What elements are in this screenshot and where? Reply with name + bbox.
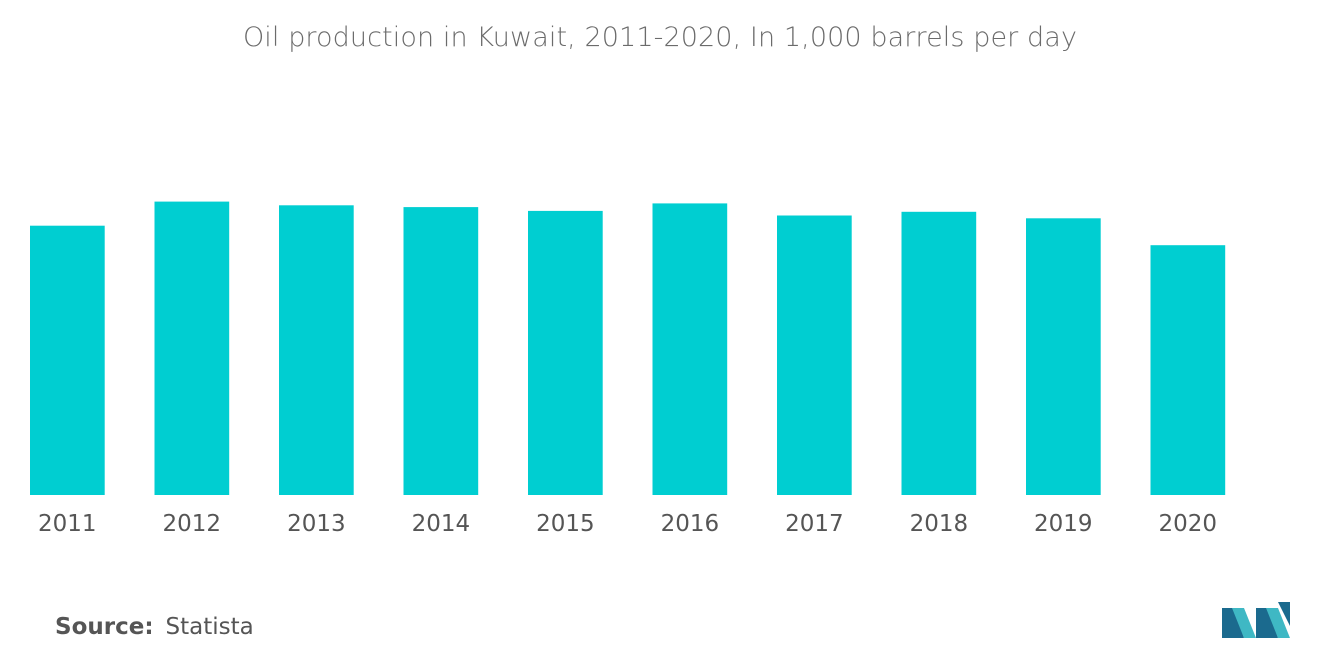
source-label: Source:	[55, 614, 154, 640]
x-axis-ticks: 2011 2012 2013 2014 2015 2016 2017 2018 2019 2020	[38, 511, 1217, 537]
chart-title: Oil production in Kuwait, 2011-2020, In …	[242, 22, 1078, 53]
x-tick-label-2019: 2019	[1034, 511, 1093, 537]
x-tick-label-2012: 2012	[163, 511, 222, 537]
bars-group	[30, 201, 1226, 496]
source-note: Source: Statista	[55, 614, 254, 640]
x-tick-label-2017: 2017	[785, 511, 844, 537]
bar-2019	[1026, 218, 1101, 496]
source-value: Statista	[165, 614, 254, 640]
bar-2020	[1150, 245, 1226, 495]
x-tick-label-2013: 2013	[287, 511, 346, 537]
x-tick-label-2016: 2016	[661, 511, 720, 537]
bar-2013	[279, 205, 354, 496]
x-tick-label-2015: 2015	[536, 511, 595, 537]
bar-2014	[403, 207, 479, 495]
bar-2012	[154, 201, 230, 495]
bar-2016	[652, 203, 728, 495]
x-tick-label-2020: 2020	[1159, 511, 1218, 537]
x-tick-label-2018: 2018	[910, 511, 969, 537]
bar-2017	[777, 215, 852, 495]
mordor-intelligence-logo-icon	[1222, 602, 1290, 638]
x-tick-label-2014: 2014	[412, 511, 471, 537]
bar-2011	[30, 225, 105, 495]
bar-2015	[528, 210, 603, 495]
bar-2018	[901, 211, 977, 496]
x-tick-label-2011: 2011	[38, 511, 97, 537]
